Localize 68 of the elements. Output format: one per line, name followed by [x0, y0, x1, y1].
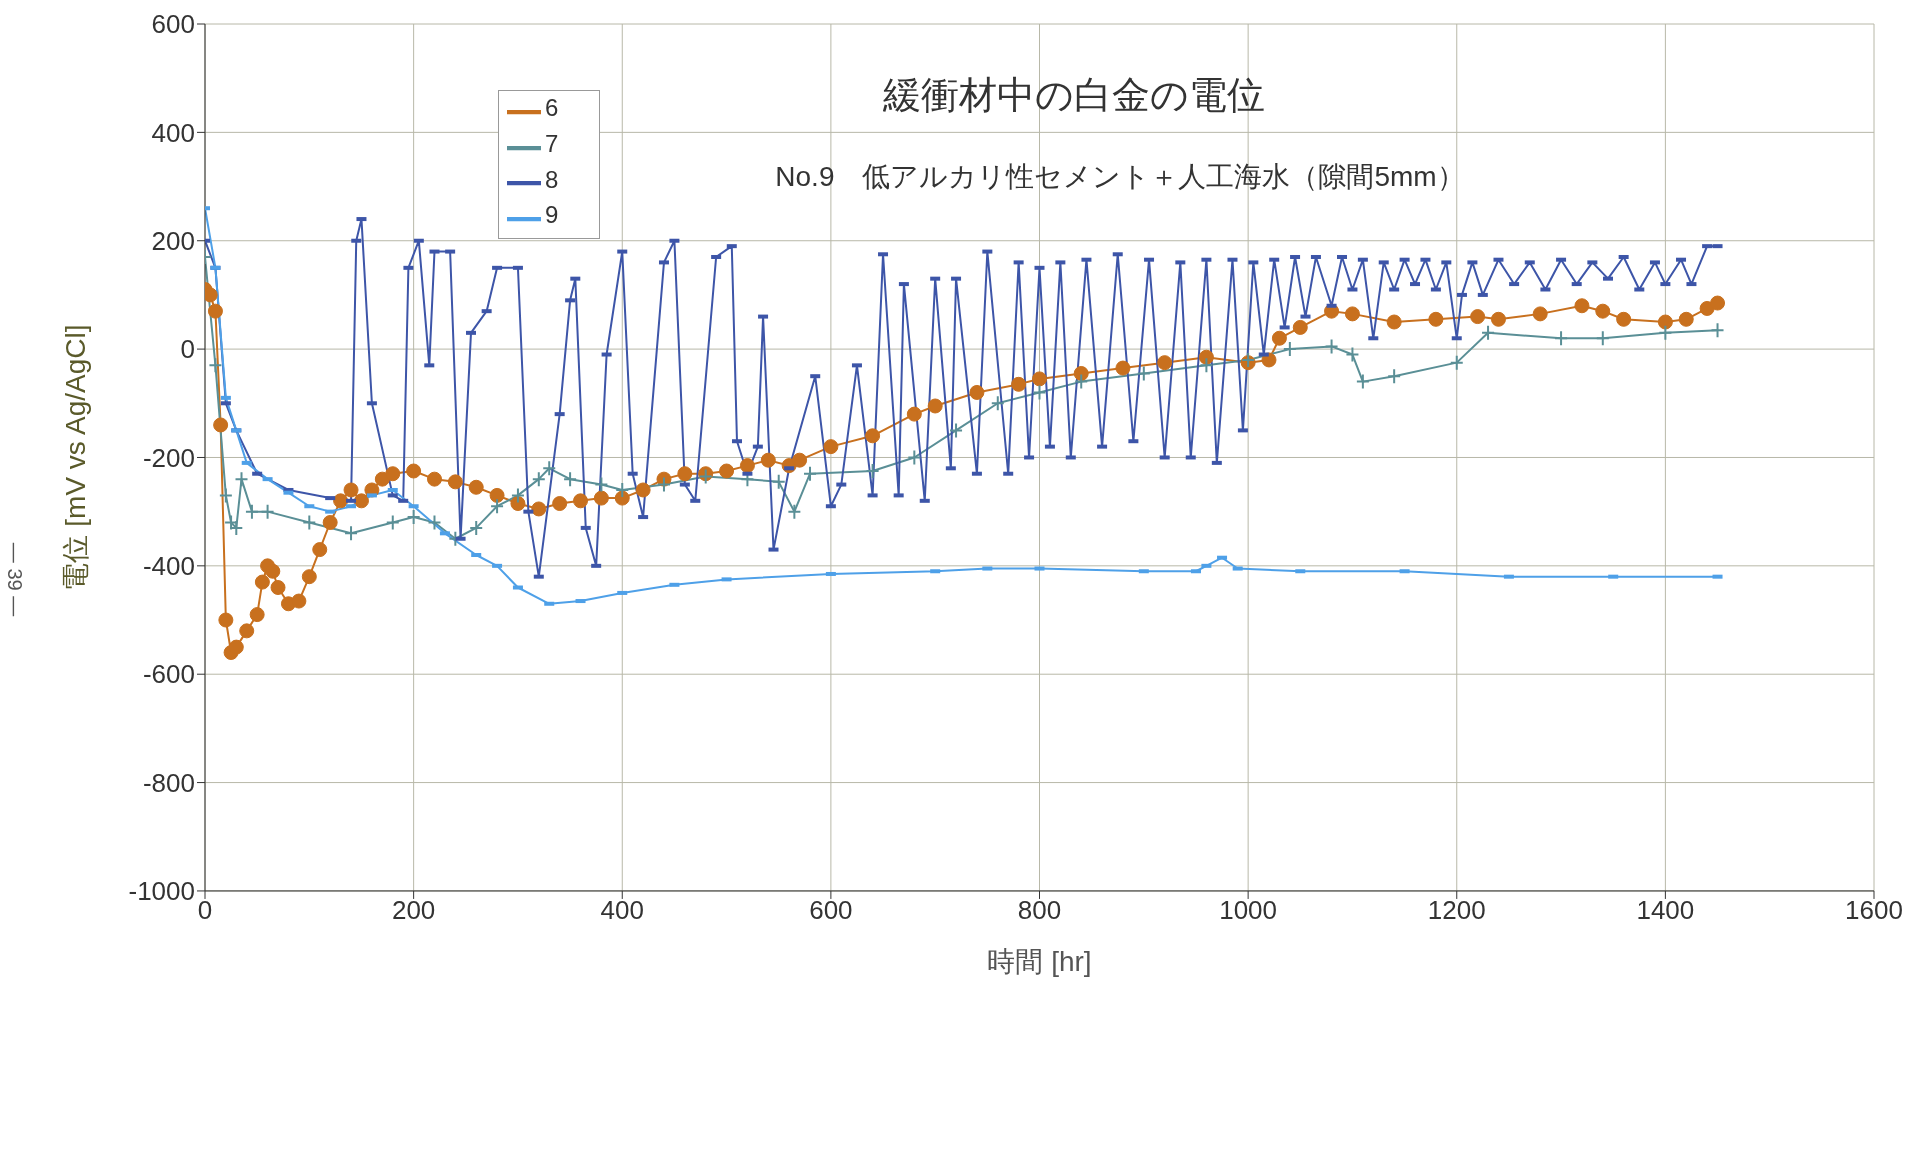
point [949, 422, 964, 439]
x-tick-label: 800 [1017, 895, 1062, 926]
point [1449, 354, 1464, 371]
point [990, 395, 1005, 412]
y-tick-label: -800 [142, 767, 195, 798]
y-tick-label: -1000 [128, 876, 195, 907]
point [1199, 357, 1214, 374]
point [1355, 373, 1370, 390]
point [208, 357, 223, 374]
x-tick-label: 1200 [1427, 895, 1486, 926]
point [1324, 338, 1339, 355]
point [510, 487, 525, 504]
point [469, 519, 484, 536]
point [656, 476, 671, 493]
x-tick-label: 1000 [1219, 895, 1278, 926]
point [1554, 330, 1569, 347]
point [771, 473, 786, 490]
point [302, 514, 317, 531]
point [594, 476, 609, 493]
y-tick-label: 600 [151, 9, 195, 40]
point [234, 471, 249, 488]
point [803, 465, 818, 482]
point [615, 481, 630, 498]
point [1241, 351, 1256, 368]
point [907, 449, 922, 466]
point [490, 498, 505, 515]
legend-label: 6 [545, 94, 559, 121]
y-tick-label: 0 [180, 334, 195, 365]
x-tick-label: 1400 [1636, 895, 1695, 926]
point [1074, 373, 1089, 390]
point [1282, 341, 1297, 358]
legend-label: 8 [545, 165, 559, 193]
point [406, 509, 421, 526]
point [1710, 322, 1725, 339]
point [344, 525, 359, 542]
text: — 39 — [3, 542, 27, 617]
point [1595, 330, 1610, 347]
point [1387, 368, 1402, 385]
y-axis-title: 電位 [mV vs Ag/AgCl] [59, 324, 91, 591]
point [542, 460, 557, 477]
x-tick-label: 400 [600, 895, 644, 926]
y-tick-label: -200 [142, 442, 195, 473]
y-tick-label: -600 [142, 659, 195, 690]
point [244, 503, 259, 520]
point [1136, 365, 1151, 382]
point [1345, 346, 1360, 363]
point [1032, 384, 1047, 401]
point [427, 514, 442, 531]
legend-label: 7 [545, 129, 559, 157]
y-tick-label: 400 [151, 117, 195, 148]
point [563, 471, 578, 488]
point [385, 514, 400, 531]
text: No.9 低アルカリ性セメント＋人工海水（隙間5mm） [775, 160, 1465, 194]
point [260, 503, 275, 520]
text: 緩衝材中の白金の電位 [883, 73, 1265, 118]
point [787, 503, 802, 520]
point [1481, 324, 1496, 341]
y-tick-label: 200 [151, 225, 195, 256]
x-tick-label: 600 [809, 895, 853, 926]
y-tick-label: -400 [142, 551, 195, 582]
x-tick-label: 200 [391, 895, 436, 926]
point [1658, 324, 1673, 341]
point [531, 471, 546, 488]
x-axis-title: 時間 [hr] [987, 945, 1092, 977]
x-tick-label: 1600 [1845, 895, 1903, 926]
point [865, 463, 880, 480]
legend-label: 9 [545, 201, 559, 229]
point [218, 487, 233, 504]
